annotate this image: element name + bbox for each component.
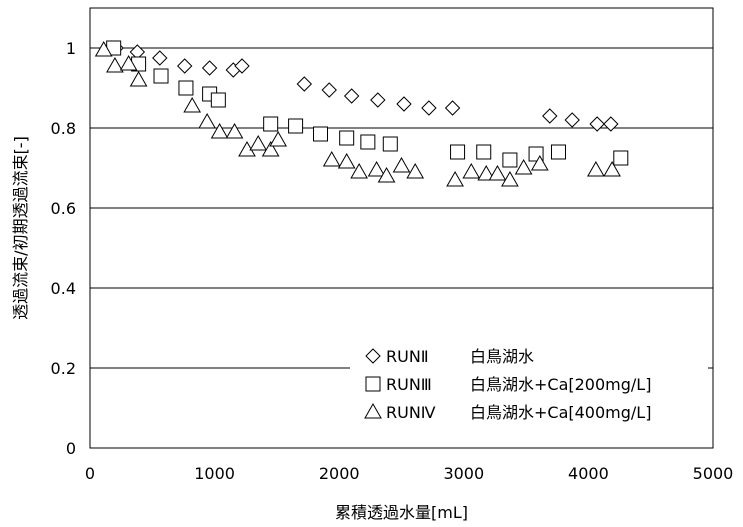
triangle-marker bbox=[446, 170, 464, 187]
legend-square-marker bbox=[365, 376, 381, 392]
x-tick-label: 5000 bbox=[693, 464, 734, 483]
series-triangle bbox=[94, 40, 621, 187]
legend: RUNⅡ 白鳥湖水 RUNⅢ 白鳥湖水+Ca[200mg/L] RUNⅣ 白鳥湖水+Ca[… bbox=[350, 338, 708, 428]
diamond-marker bbox=[564, 112, 580, 128]
triangle-marker bbox=[183, 96, 202, 113]
square-marker bbox=[339, 130, 355, 146]
diamond-marker bbox=[603, 116, 619, 132]
legend-description: 白鳥湖水+Ca[400mg/L] bbox=[470, 403, 651, 422]
triangle-marker bbox=[225, 122, 244, 139]
square-marker bbox=[263, 116, 279, 132]
square-marker bbox=[153, 68, 169, 84]
y-tick-label: 1 bbox=[66, 39, 76, 58]
diamond-marker bbox=[396, 96, 412, 112]
diamond-marker bbox=[343, 88, 360, 104]
y-tick-label: 0 bbox=[66, 439, 76, 458]
y-tick-label: 0.4 bbox=[51, 279, 76, 298]
triangle-marker bbox=[106, 56, 124, 73]
square-marker bbox=[550, 144, 566, 160]
triangle-marker bbox=[377, 166, 396, 183]
legend-label: RUNⅣ bbox=[386, 403, 436, 422]
x-axis-title: 累積透過水量[mL] bbox=[335, 503, 468, 522]
series-square bbox=[106, 40, 629, 168]
triangle-marker bbox=[337, 152, 356, 169]
triangle-marker bbox=[249, 134, 268, 151]
diamond-marker bbox=[589, 116, 605, 132]
diamond-marker bbox=[444, 100, 461, 116]
diamond-marker bbox=[296, 76, 313, 92]
square-marker bbox=[210, 92, 226, 108]
square-marker bbox=[502, 152, 518, 168]
triangle-marker bbox=[488, 164, 507, 181]
diamond-marker bbox=[176, 58, 193, 74]
legend-label: RUNⅢ bbox=[386, 375, 432, 394]
legend-background bbox=[350, 338, 708, 428]
y-axis-title: 透過流束/初期透過流束[-] bbox=[11, 136, 30, 320]
triangle-marker bbox=[501, 170, 519, 187]
square-marker bbox=[476, 144, 492, 160]
x-axis-ticks: 0 1000 2000 3000 4000 5000 bbox=[85, 464, 733, 483]
triangle-marker bbox=[367, 160, 386, 177]
square-marker bbox=[313, 126, 329, 142]
diamond-marker bbox=[542, 108, 558, 124]
triangle-marker bbox=[530, 154, 549, 171]
triangle-marker bbox=[269, 130, 288, 147]
triangle-marker bbox=[210, 122, 229, 139]
diamond-marker bbox=[201, 60, 218, 76]
triangle-marker bbox=[261, 140, 280, 157]
square-marker bbox=[178, 80, 194, 96]
triangle-marker bbox=[94, 40, 113, 57]
data-markers bbox=[94, 40, 629, 187]
diamond-marker bbox=[370, 92, 386, 108]
y-axis-ticks: 0 0.2 0.4 0.6 0.8 1 bbox=[51, 39, 76, 458]
triangle-marker bbox=[322, 150, 341, 167]
y-tick-label: 0.2 bbox=[51, 359, 76, 378]
legend-description: 白鳥湖水 bbox=[470, 347, 534, 366]
triangle-marker bbox=[462, 162, 481, 179]
triangle-marker bbox=[350, 162, 368, 179]
y-tick-label: 0.8 bbox=[51, 119, 76, 138]
triangle-marker bbox=[392, 156, 411, 173]
triangle-marker bbox=[198, 112, 216, 129]
x-tick-label: 3000 bbox=[443, 464, 484, 483]
diamond-marker bbox=[152, 50, 168, 66]
triangle-marker bbox=[119, 54, 138, 71]
x-tick-label: 4000 bbox=[568, 464, 609, 483]
legend-label: RUNⅡ bbox=[386, 347, 429, 366]
diamond-marker bbox=[421, 100, 437, 116]
square-marker bbox=[450, 144, 466, 160]
diamond-marker bbox=[234, 58, 250, 74]
y-tick-label: 0.6 bbox=[51, 199, 76, 218]
legend-triangle-marker bbox=[364, 402, 382, 419]
triangle-marker bbox=[477, 164, 496, 181]
triangle-marker bbox=[514, 158, 533, 175]
x-tick-label: 2000 bbox=[319, 464, 360, 483]
legend-description: 白鳥湖水+Ca[200mg/L] bbox=[470, 375, 651, 394]
triangle-marker bbox=[587, 160, 605, 177]
triangle-marker bbox=[406, 162, 425, 179]
square-marker bbox=[360, 134, 376, 150]
square-marker bbox=[288, 118, 304, 134]
x-tick-label: 1000 bbox=[194, 464, 235, 483]
triangle-marker bbox=[129, 70, 148, 87]
x-tick-label: 0 bbox=[85, 464, 95, 483]
legend-diamond-marker bbox=[365, 348, 381, 364]
square-marker bbox=[382, 136, 398, 152]
triangle-marker bbox=[603, 160, 621, 177]
square-marker bbox=[613, 150, 629, 166]
diamond-marker bbox=[321, 82, 337, 98]
